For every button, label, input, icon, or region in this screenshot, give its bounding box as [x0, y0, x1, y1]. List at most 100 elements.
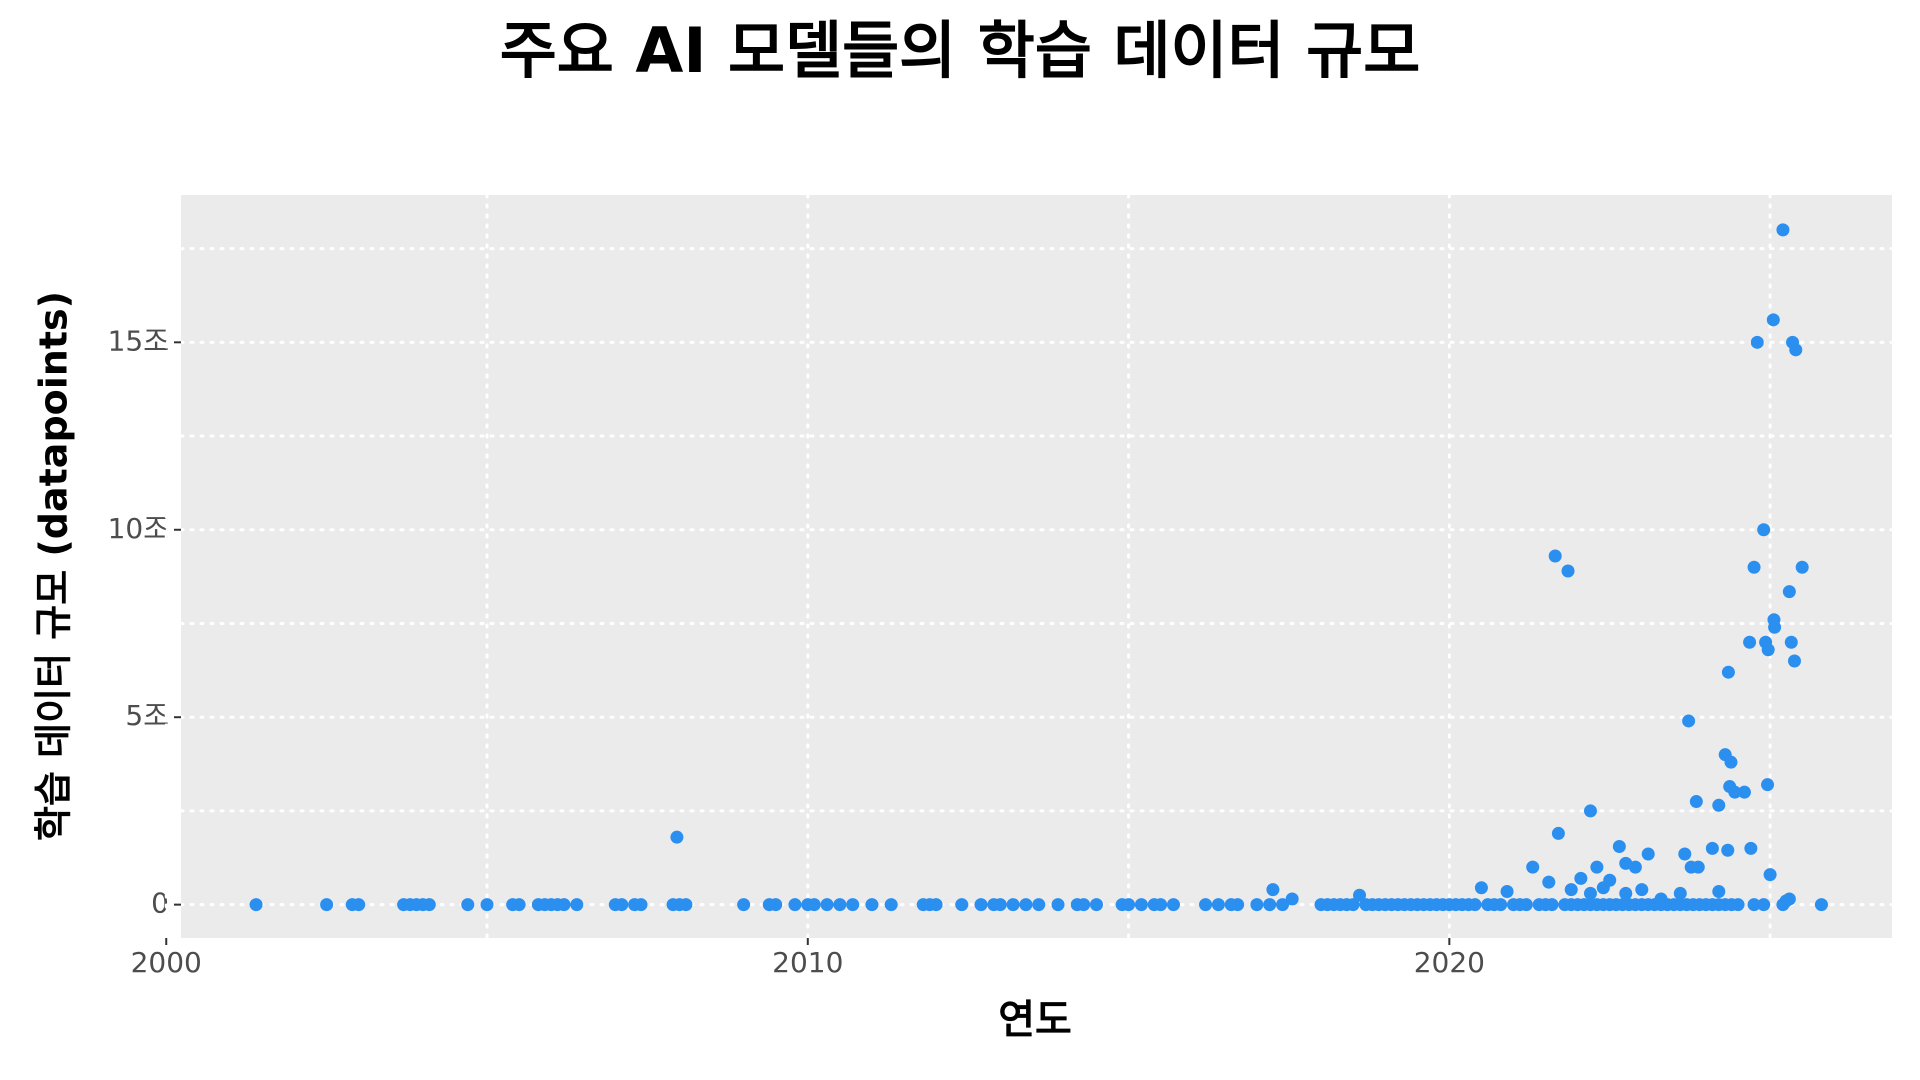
data-point — [929, 898, 943, 912]
data-point — [1766, 313, 1780, 327]
data-point — [461, 898, 475, 912]
data-point — [865, 898, 879, 912]
x-axis-label: 연도 — [998, 997, 1072, 1043]
data-point — [846, 898, 860, 912]
data-point — [1750, 335, 1764, 349]
data-point — [1231, 898, 1245, 912]
data-point — [1596, 881, 1610, 895]
data-point — [1795, 560, 1809, 574]
data-point — [1266, 883, 1280, 897]
data-point — [1122, 898, 1136, 912]
data-point — [1757, 523, 1771, 537]
data-point — [1019, 898, 1033, 912]
data-point — [1526, 860, 1540, 874]
data-point — [249, 898, 263, 912]
data-point — [1731, 898, 1745, 912]
data-point — [512, 898, 526, 912]
data-point — [1211, 898, 1225, 912]
data-point — [1006, 898, 1020, 912]
data-point — [1583, 804, 1597, 818]
data-point — [1166, 898, 1180, 912]
data-point — [422, 898, 436, 912]
data-point — [1712, 798, 1726, 812]
data-point — [634, 898, 648, 912]
data-point — [1789, 343, 1803, 357]
data-point — [1032, 898, 1046, 912]
data-point — [1154, 898, 1168, 912]
data-point — [955, 898, 969, 912]
data-point — [1757, 898, 1771, 912]
data-point — [993, 898, 1007, 912]
data-point — [1561, 564, 1575, 578]
data-point — [1705, 841, 1719, 855]
data-point — [679, 898, 693, 912]
data-point — [1548, 549, 1562, 563]
data-point — [352, 898, 366, 912]
data-point — [480, 898, 494, 912]
y-axis-label: 학습 데이터 규모 (datapoints) — [32, 291, 76, 841]
data-point — [884, 898, 898, 912]
data-point — [1542, 875, 1556, 889]
data-point — [1346, 898, 1360, 912]
y-tick-label: 0 — [151, 887, 169, 920]
data-point — [1635, 883, 1649, 897]
data-point — [1551, 826, 1565, 840]
data-point — [1500, 885, 1514, 899]
data-point — [570, 898, 584, 912]
data-point — [1590, 860, 1604, 874]
data-point — [1691, 860, 1705, 874]
data-point — [1743, 635, 1757, 649]
data-point — [1787, 654, 1801, 668]
data-point — [1628, 860, 1642, 874]
data-point — [1619, 886, 1633, 900]
data-point — [1494, 898, 1508, 912]
data-point — [974, 898, 988, 912]
data-point — [1612, 840, 1626, 854]
data-point — [1721, 665, 1735, 679]
data-point — [1077, 898, 1091, 912]
data-point — [1728, 785, 1742, 799]
data-point — [1545, 898, 1559, 912]
data-point — [1641, 847, 1655, 861]
data-point — [788, 898, 802, 912]
data-point — [1747, 898, 1761, 912]
data-point — [1737, 785, 1751, 799]
data-point — [1574, 871, 1588, 885]
data-point — [807, 898, 821, 912]
data-point — [1682, 714, 1696, 728]
data-point — [1353, 888, 1367, 902]
data-point — [1761, 643, 1775, 657]
x-tick-label: 2010 — [772, 946, 843, 979]
data-point — [1673, 886, 1687, 900]
data-point — [1776, 223, 1790, 237]
data-point — [820, 898, 834, 912]
data-point — [1678, 847, 1692, 861]
data-point — [1744, 841, 1758, 855]
x-tick-label: 2020 — [1414, 946, 1485, 979]
data-point — [1564, 883, 1578, 897]
data-point — [615, 898, 629, 912]
data-point — [1199, 898, 1213, 912]
chart-title: 주요 AI 모델들의 학습 데이터 규모 — [500, 14, 1421, 87]
data-point — [1654, 892, 1668, 906]
data-point — [1768, 620, 1782, 634]
data-point — [1276, 898, 1290, 912]
data-point — [320, 898, 334, 912]
data-point — [1250, 898, 1264, 912]
data-point — [1782, 892, 1796, 906]
data-point — [737, 898, 751, 912]
data-point — [833, 898, 847, 912]
data-point — [1761, 778, 1775, 792]
data-point — [1285, 892, 1299, 906]
y-tick-label: 15조 — [108, 324, 169, 357]
data-point — [1689, 795, 1703, 809]
data-point — [1263, 898, 1277, 912]
data-point — [1474, 881, 1488, 895]
data-point — [1747, 560, 1761, 574]
data-point — [557, 898, 571, 912]
data-point — [1583, 886, 1597, 900]
data-point — [1051, 898, 1065, 912]
data-point — [670, 830, 684, 844]
